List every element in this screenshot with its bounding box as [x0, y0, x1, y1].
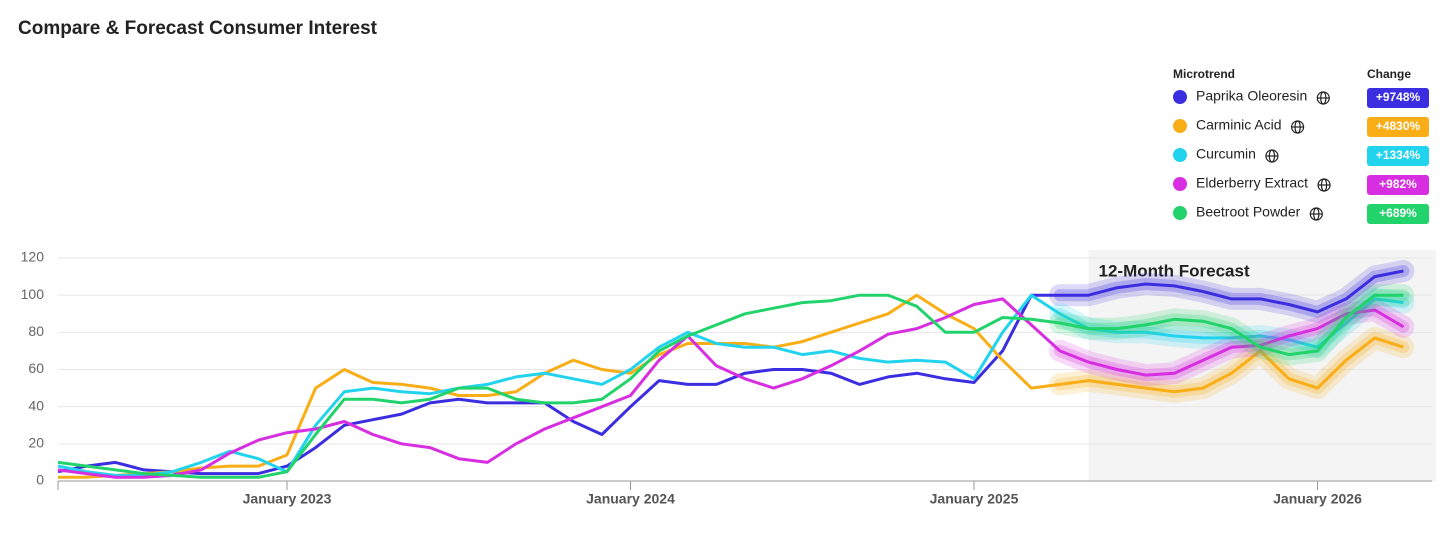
- change-label: +982%: [1379, 177, 1417, 191]
- forecast-label: 12-Month Forecast: [1099, 261, 1250, 280]
- change-badge: [1367, 204, 1429, 224]
- chart-title: Compare & Forecast Consumer Interest: [18, 18, 378, 39]
- globe-icon: [1309, 207, 1323, 221]
- x-tick-label: January 2026: [1273, 491, 1362, 507]
- change-badge: [1367, 117, 1429, 137]
- series-line: [57, 293, 1404, 479]
- change-label: +1334%: [1376, 148, 1421, 162]
- change-badge: [1367, 175, 1429, 195]
- legend-swatch: [1173, 206, 1187, 220]
- globe-icon: [1316, 91, 1330, 105]
- legend-label: Curcumin: [1196, 146, 1256, 162]
- x-tick-label: January 2025: [930, 491, 1019, 507]
- x-tick-label: January 2024: [586, 491, 675, 507]
- y-tick-label: 60: [28, 360, 44, 376]
- y-tick-label: 20: [28, 435, 44, 451]
- series-line: [57, 293, 1404, 477]
- globe-icon: [1290, 120, 1305, 134]
- legend-header: Microtrend: [1173, 67, 1235, 81]
- legend-label: Elderberry Extract: [1196, 175, 1308, 191]
- change-label: +9748%: [1376, 90, 1421, 104]
- legend-swatch: [1173, 90, 1187, 104]
- globe-icon: [1317, 178, 1331, 192]
- y-tick-label: 40: [28, 397, 44, 413]
- y-tick-label: 120: [21, 249, 45, 265]
- change-header: Change: [1367, 67, 1411, 81]
- change-badge: [1367, 146, 1429, 166]
- legend-label: Paprika Oleoresin: [1196, 88, 1307, 104]
- legend-label: Carminic Acid: [1196, 117, 1282, 133]
- change-label: +689%: [1379, 206, 1417, 220]
- change-label: +4830%: [1376, 119, 1421, 133]
- change-badge: [1367, 88, 1429, 108]
- legend-swatch: [1173, 177, 1187, 191]
- series-line: [58, 293, 1404, 479]
- y-tick-label: 0: [36, 472, 44, 488]
- y-tick-label: 80: [28, 323, 44, 339]
- legend-label: Beetroot Powder: [1196, 204, 1301, 220]
- series-line: [57, 269, 1404, 476]
- x-tick-label: January 2023: [243, 491, 332, 507]
- y-tick-label: 100: [21, 286, 45, 302]
- legend-swatch: [1173, 119, 1187, 133]
- globe-icon: [1265, 149, 1279, 163]
- legend-swatch: [1173, 148, 1187, 162]
- forecast-region: [1088, 250, 1436, 481]
- series-line: [57, 297, 1405, 479]
